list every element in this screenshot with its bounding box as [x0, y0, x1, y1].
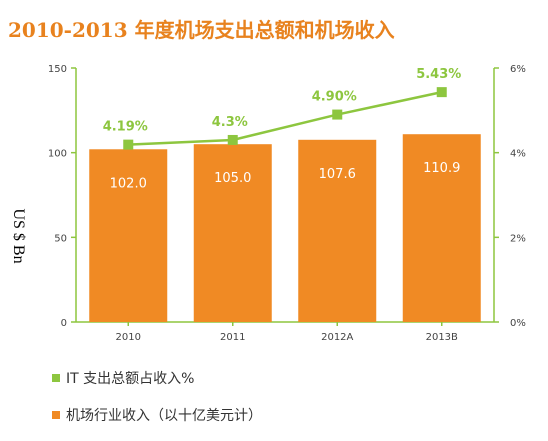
line-marker-2011	[227, 134, 238, 145]
line-marker-2012A	[332, 109, 343, 120]
line-value-label: 4.19%	[103, 120, 148, 135]
legend-line-entry: IT 支出总额占收入%	[52, 368, 194, 388]
y2-tick-label: 0%	[510, 318, 526, 329]
line-marker-2010	[123, 139, 134, 150]
line-marker-2013B	[436, 87, 447, 98]
y2-tick-label: 2%	[510, 233, 526, 244]
x-tick-label: 2012A	[321, 332, 353, 343]
x-tick-label: 2011	[220, 332, 245, 343]
line-value-label: 4.3%	[212, 115, 248, 130]
bar-2010	[89, 149, 168, 322]
y-tick-label: 0	[61, 318, 67, 329]
bar-2013B	[402, 134, 481, 322]
legend-bar-label: 机场行业收入（以十亿美元计）	[66, 408, 262, 424]
y-tick-label: 50	[54, 233, 67, 244]
y2-tick-label: 4%	[510, 149, 526, 160]
bar-value-label: 102.0	[110, 176, 147, 191]
bar-value-label: 105.0	[214, 171, 251, 186]
bar-value-label: 107.6	[319, 167, 356, 182]
legend-bar-swatch	[52, 411, 60, 419]
bar-2012A	[298, 139, 377, 322]
bar-value-label: 110.9	[423, 161, 460, 176]
chart-title: 2010-2013 年度机场支出总额和机场收入	[8, 18, 395, 42]
bar-2011	[193, 144, 272, 322]
line-value-label: 4.90%	[312, 90, 357, 105]
legend-line-swatch	[52, 374, 60, 382]
legend-line-label: IT 支出总额占收入%	[66, 371, 195, 387]
legend-bar-entry: 机场行业收入（以十亿美元计）	[52, 405, 262, 425]
y-tick-label: 100	[48, 149, 67, 160]
x-tick-label: 2010	[116, 332, 141, 343]
line-value-label: 5.43%	[416, 67, 461, 82]
x-tick-label: 2013B	[426, 332, 458, 343]
y-tick-label: 150	[48, 64, 67, 75]
y2-tick-label: 6%	[510, 64, 526, 75]
line-series-path	[128, 90, 443, 146]
